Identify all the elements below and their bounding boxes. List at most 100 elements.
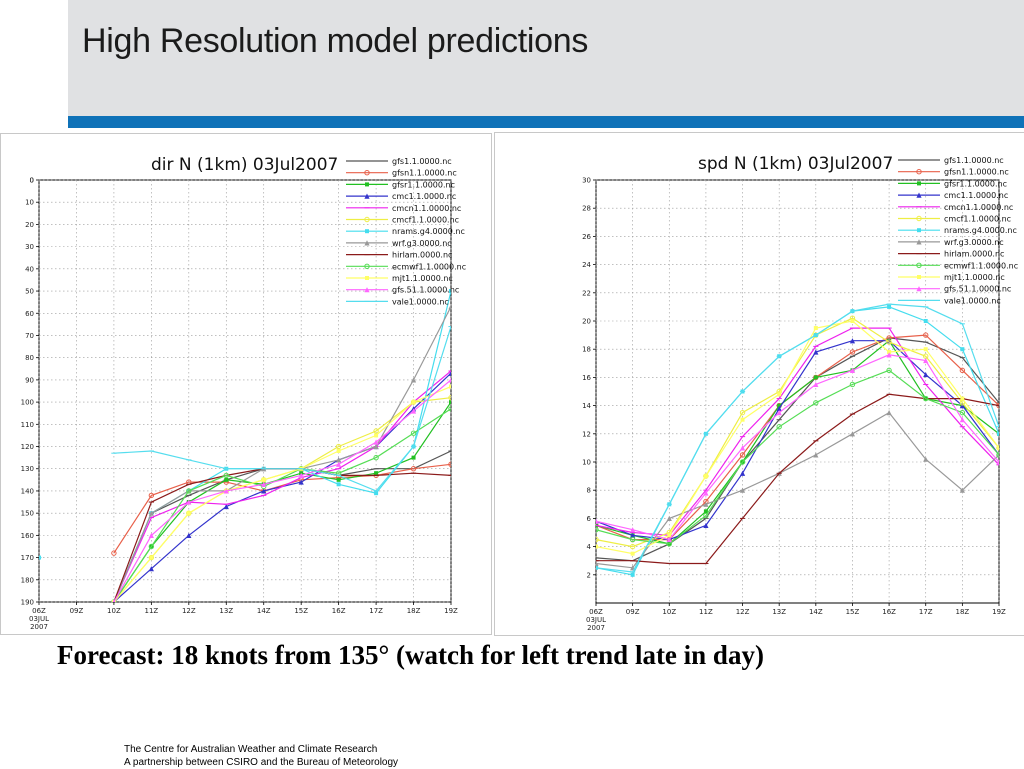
x-tick-label: 15Z	[294, 607, 308, 615]
data-point	[959, 403, 965, 409]
data-point	[887, 304, 892, 309]
data-point	[849, 381, 856, 388]
data-point	[923, 395, 929, 402]
x-tick-label: 19Z	[444, 607, 458, 615]
x-tick-label: 11Z	[699, 608, 713, 616]
data-point	[596, 536, 599, 543]
header-band	[68, 0, 1024, 116]
data-point	[739, 452, 746, 458]
legend-label: gfs1.1.0000.nc	[944, 156, 1004, 165]
data-point	[448, 377, 451, 383]
x-tick-label: 16Z	[882, 608, 896, 616]
legend-label: gfs.51.1.0000.nc	[944, 285, 1011, 294]
y-tick-label: 60	[25, 310, 34, 318]
data-point	[777, 392, 782, 397]
data-point	[666, 536, 672, 543]
chart-title: spd N (1km) 03Jul2007	[698, 154, 893, 174]
legend-label: gfs.51.1.0000.nc	[392, 286, 459, 295]
series-line	[596, 411, 999, 569]
series-line	[596, 369, 999, 545]
legend-label: nrams.g4.0000.nc	[944, 226, 1017, 235]
data-point	[629, 536, 636, 543]
data-point	[261, 477, 266, 482]
x-tick-label: 18Z	[407, 607, 421, 615]
data-point	[740, 417, 745, 422]
data-point	[186, 499, 192, 505]
data-point	[365, 229, 369, 234]
x-tick-label: 19Z	[992, 608, 1006, 616]
data-point	[886, 339, 892, 345]
legend-label: ecmwf1.1.0000.nc	[944, 261, 1018, 270]
legend-label: cmcf1.1.0000.nc	[944, 215, 1011, 224]
data-point	[111, 550, 117, 556]
legend: gfs1.1.0000.nc gfsn1.1.0000.nc gfsr1.1.000…	[346, 157, 466, 306]
legend-label: mjt1.1.0000.nc	[944, 273, 1005, 282]
data-point	[186, 532, 192, 538]
y-tick-label: 140	[21, 487, 34, 495]
y-tick-label: 0	[30, 177, 34, 185]
x-year-label: 2007	[30, 623, 48, 631]
data-point	[629, 543, 636, 550]
wind-speed-chart-panel: spd N (1km) 03Jul2007 2 4 6 8 10 12 14 16 18 20 22 2…	[494, 132, 1024, 636]
legend-label: hirlam.0000.nc	[944, 250, 1004, 259]
plot-frame	[38, 179, 452, 603]
data-point	[373, 443, 379, 450]
plot-area: 0 10 20 30 40 50 60 70 80 90 100 110 120 130 140 150 160…	[21, 177, 458, 632]
data-point	[739, 409, 746, 416]
y-tick-label: 10	[25, 199, 34, 207]
data-point	[374, 471, 379, 476]
data-point	[813, 375, 818, 380]
legend: gfs1.1.0000.nc gfsn1.1.0000.nc gfsr1.1.000…	[898, 156, 1018, 305]
data-point	[917, 228, 921, 233]
data-point	[959, 417, 965, 423]
data-point	[596, 526, 599, 533]
x-tick-label: 17Z	[919, 608, 933, 616]
data-point	[448, 461, 451, 467]
y-tick-label: 30	[582, 177, 591, 185]
y-tick-label: 160	[21, 532, 34, 540]
data-point	[959, 400, 966, 406]
x-tick-label: 15Z	[846, 608, 860, 616]
x-tick-label: 17Z	[369, 607, 383, 615]
data-point	[997, 431, 999, 436]
data-point	[336, 482, 341, 487]
data-point	[261, 481, 267, 487]
y-tick-label: 100	[21, 399, 34, 407]
y-tick-label: 20	[582, 318, 591, 326]
data-point	[923, 347, 928, 352]
y-tick-label: 28	[582, 205, 591, 213]
data-point	[448, 394, 451, 401]
data-point	[336, 457, 342, 463]
data-point	[449, 384, 451, 389]
series-line	[596, 317, 999, 548]
data-point	[776, 424, 782, 430]
data-point	[364, 170, 370, 176]
data-point	[223, 472, 229, 479]
data-point	[916, 169, 922, 175]
data-point	[777, 403, 782, 408]
data-point	[923, 456, 929, 462]
data-point	[917, 275, 921, 279]
data-point	[148, 566, 154, 572]
y-tick-label: 130	[21, 465, 34, 473]
data-point	[364, 263, 370, 270]
data-point	[916, 215, 922, 222]
data-point	[849, 431, 856, 437]
data-point	[364, 193, 370, 199]
y-tick-label: 16	[582, 374, 591, 382]
data-point	[365, 276, 369, 280]
wind-direction-chart: dir N (1km) 03Jul2007 0 10 20 30 40 50 60 70 80 90…	[21, 155, 466, 632]
series-line	[113, 386, 451, 602]
y-tick-label: 150	[21, 510, 34, 518]
data-point	[449, 400, 451, 405]
y-tick-label: 26	[582, 233, 591, 241]
y-tick-label: 110	[21, 421, 34, 429]
x-tick-label: 11Z	[145, 607, 159, 615]
data-point	[365, 182, 369, 187]
series-group	[39, 289, 451, 602]
legend-label: cmcn1.1.0000.nc	[944, 203, 1013, 212]
x-tick-label: 12Z	[736, 608, 750, 616]
data-point	[149, 555, 154, 560]
data-point	[148, 554, 155, 561]
data-point	[596, 544, 598, 549]
